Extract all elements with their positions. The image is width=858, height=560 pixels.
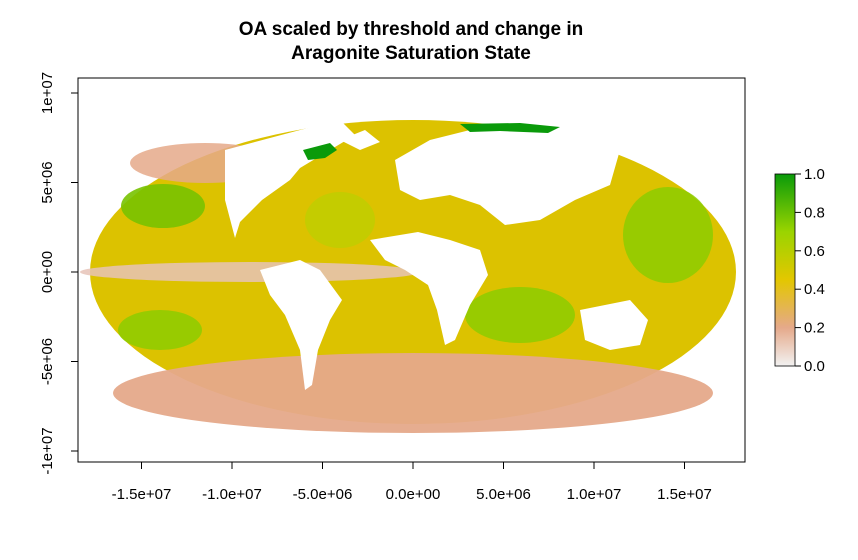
- land-australia: [580, 300, 648, 350]
- chart-title-line-2: Aragonite Saturation State: [291, 43, 531, 64]
- y-tick-label: 5e+06: [39, 161, 56, 203]
- land-africa: [370, 232, 488, 345]
- colorbar-tick-label: 0.0: [804, 358, 825, 375]
- southern-ocean-band: [113, 353, 713, 433]
- x-tick-label: 5.0e+06: [476, 486, 531, 503]
- land-greenland: [340, 130, 380, 150]
- colorbar: 0.0 0.2 0.4 0.6 0.8 1.0: [774, 166, 825, 375]
- x-tick-label: 1.5e+07: [657, 486, 712, 503]
- west-pacific-high-area: [623, 187, 713, 283]
- x-tick-label: -1.0e+07: [202, 486, 262, 503]
- colorbar-ticks: 0.0 0.2 0.4 0.6 0.8 1.0: [795, 166, 825, 375]
- y-tick-label: -1e+07: [39, 427, 56, 474]
- y-axis: -1e+07 -5e+06 0e+00 5e+06 1e+07: [39, 72, 79, 475]
- patch-baffin: [303, 143, 337, 160]
- x-tick-label: -1.5e+07: [112, 486, 172, 503]
- land-south-america: [260, 260, 342, 390]
- south-pacific-high-area: [118, 310, 202, 350]
- colorbar-tick-label: 0.2: [804, 320, 825, 337]
- x-tick-label: 0.0e+00: [386, 486, 441, 503]
- x-tick-label: 1.0e+07: [567, 486, 622, 503]
- y-tick-label: -5e+06: [39, 338, 56, 385]
- chart-title-line-1: OA scaled by threshold and change in: [239, 19, 584, 40]
- y-tick-label: 1e+07: [39, 72, 56, 114]
- patch-barents: [460, 123, 560, 133]
- colorbar-tick-label: 0.4: [804, 281, 825, 298]
- colorbar-gradient: [774, 173, 796, 367]
- north-pacific-high-area: [121, 184, 205, 228]
- x-axis: -1.5e+07 -1.0e+07 -5.0e+06 0.0e+00 5.0e+06 1.…: [112, 461, 712, 503]
- arctic-high-patches: [303, 123, 560, 160]
- x-tick-label: -5.0e+06: [293, 486, 353, 503]
- colorbar-tick-label: 0.8: [804, 204, 825, 221]
- colorbar-tick-label: 1.0: [804, 166, 825, 183]
- colorbar-tick-label: 0.6: [804, 243, 825, 260]
- y-tick-label: 0e+00: [39, 251, 56, 293]
- north-atlantic-area: [305, 192, 375, 248]
- equatorial-pacific-band: [80, 262, 420, 282]
- indian-ocean-high-area: [465, 287, 575, 343]
- land-eurasia: [395, 128, 620, 225]
- map-raster: [80, 120, 736, 433]
